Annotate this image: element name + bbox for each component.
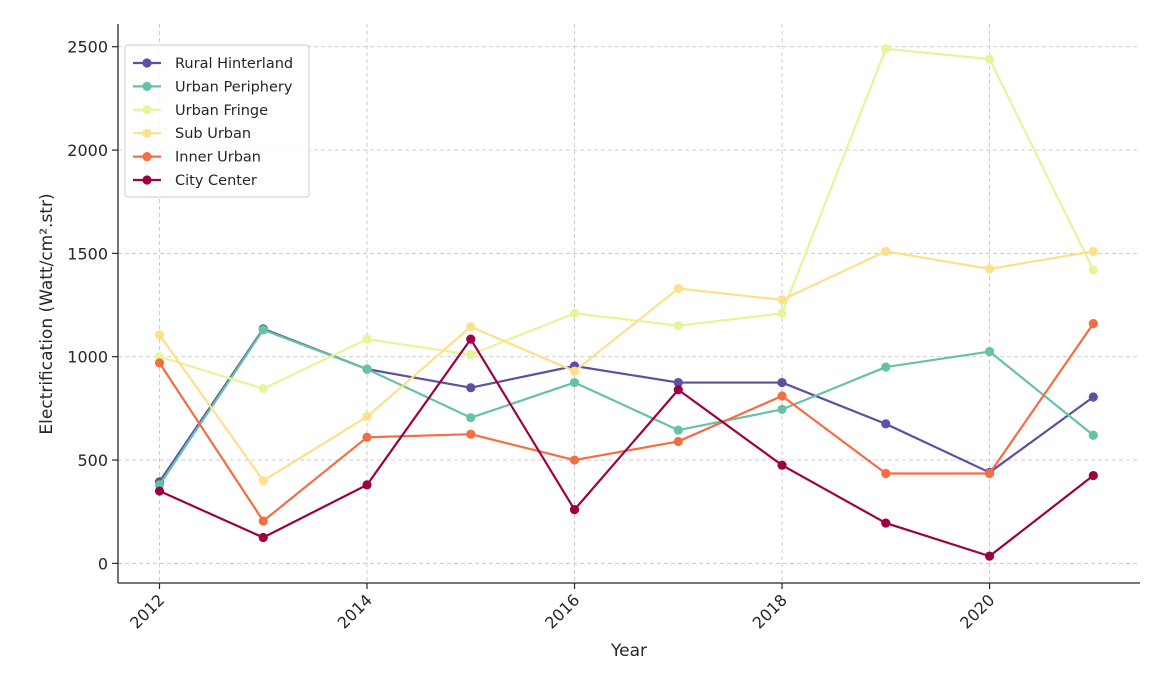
- legend-swatch-marker: [142, 152, 152, 162]
- series-line: [159, 338, 1094, 558]
- legend-swatch-marker: [142, 128, 152, 138]
- data-point: [569, 366, 580, 376]
- data-point: [362, 334, 372, 344]
- y-axis-title: Electrification (Watt/cm².str): [37, 193, 57, 434]
- legend-label: Rural Hinterland: [175, 56, 293, 72]
- y-tick-label: 1500: [67, 244, 108, 263]
- legend-label: Sub Urban: [175, 126, 251, 142]
- series-line: [159, 47, 1095, 390]
- data-point: [881, 44, 891, 54]
- y-tick-label: 0: [98, 554, 108, 573]
- series-layer: [154, 44, 1098, 561]
- legend-label: City Center: [175, 173, 257, 189]
- data-point: [1088, 319, 1098, 329]
- data-point: [1088, 430, 1098, 440]
- data-point: [673, 377, 683, 388]
- data-point: [258, 384, 268, 394]
- legend-label: Urban Periphery: [175, 79, 293, 95]
- data-point: [466, 413, 476, 423]
- legend-item: Urban Periphery: [133, 79, 293, 95]
- data-point: [362, 480, 372, 490]
- data-point: [777, 308, 787, 318]
- x-tick-label: 2016: [541, 590, 583, 632]
- series-line: [158, 250, 1094, 482]
- legend-swatch-marker: [142, 81, 152, 91]
- data-point: [881, 246, 891, 256]
- data-point: [673, 283, 683, 294]
- data-point: [154, 486, 165, 496]
- data-point: [1088, 265, 1098, 275]
- data-point: [466, 322, 476, 332]
- data-point: [1088, 392, 1098, 402]
- data-point: [1088, 470, 1098, 481]
- series-urban-periphery: [154, 325, 1098, 490]
- data-point: [777, 460, 787, 470]
- data-point: [881, 362, 891, 372]
- x-tick-label: 2014: [334, 590, 376, 632]
- legend-swatch-marker: [142, 58, 152, 68]
- y-tick-label: 1000: [67, 348, 108, 367]
- data-point: [154, 358, 165, 368]
- y-tick-label: 500: [77, 451, 108, 470]
- data-point: [466, 383, 476, 393]
- data-point: [984, 54, 995, 64]
- x-axis-title: Year: [610, 641, 647, 661]
- series-line: [158, 323, 1095, 523]
- data-point: [466, 429, 476, 439]
- y-tick-label: 2500: [67, 38, 108, 57]
- series-line: [158, 328, 1095, 486]
- data-point: [673, 321, 683, 331]
- legend-item: Sub Urban: [133, 126, 251, 142]
- data-point: [569, 377, 580, 388]
- data-point: [466, 350, 476, 360]
- data-point: [673, 385, 683, 395]
- data-point: [569, 455, 580, 465]
- data-point: [881, 518, 891, 528]
- legend: Rural Hinterland Urban Periphery Urban Fri…: [124, 44, 310, 198]
- series-sub-urban: [154, 246, 1098, 486]
- data-point: [673, 425, 683, 435]
- legend-item: Inner Urban: [133, 150, 261, 166]
- legend-item: Rural Hinterland: [133, 56, 293, 72]
- data-point: [984, 468, 995, 479]
- data-point: [777, 404, 787, 415]
- data-point: [569, 505, 580, 515]
- data-point: [673, 436, 683, 447]
- data-point: [1088, 246, 1098, 256]
- data-point: [154, 330, 165, 340]
- x-tick-label: 2020: [956, 590, 998, 632]
- data-point: [258, 516, 268, 526]
- data-point: [466, 334, 476, 344]
- series-inner-urban: [154, 319, 1098, 526]
- data-point: [777, 377, 787, 388]
- data-point: [777, 391, 787, 401]
- data-point: [362, 432, 372, 442]
- legend-box: [124, 44, 310, 198]
- legend-label: Urban Fringe: [175, 103, 268, 119]
- data-point: [984, 551, 995, 561]
- data-point: [258, 476, 268, 486]
- data-point: [362, 364, 372, 374]
- x-tick-label: 2012: [126, 590, 168, 632]
- data-point: [258, 532, 268, 543]
- series-city-center: [154, 334, 1098, 561]
- data-point: [569, 308, 580, 318]
- data-point: [984, 264, 995, 274]
- data-point: [881, 468, 891, 479]
- data-point: [984, 346, 995, 357]
- data-point: [258, 325, 268, 335]
- x-tick-label: 2018: [749, 590, 791, 632]
- data-point: [777, 295, 787, 305]
- legend-swatch-marker: [142, 105, 152, 115]
- data-point: [881, 419, 891, 429]
- legend-item: City Center: [133, 173, 257, 189]
- y-tick-label: 2000: [67, 141, 108, 160]
- legend-label: Inner Urban: [175, 150, 261, 166]
- legend-item: Urban Fringe: [133, 103, 268, 119]
- legend-swatch-marker: [142, 175, 152, 185]
- data-point: [362, 412, 372, 422]
